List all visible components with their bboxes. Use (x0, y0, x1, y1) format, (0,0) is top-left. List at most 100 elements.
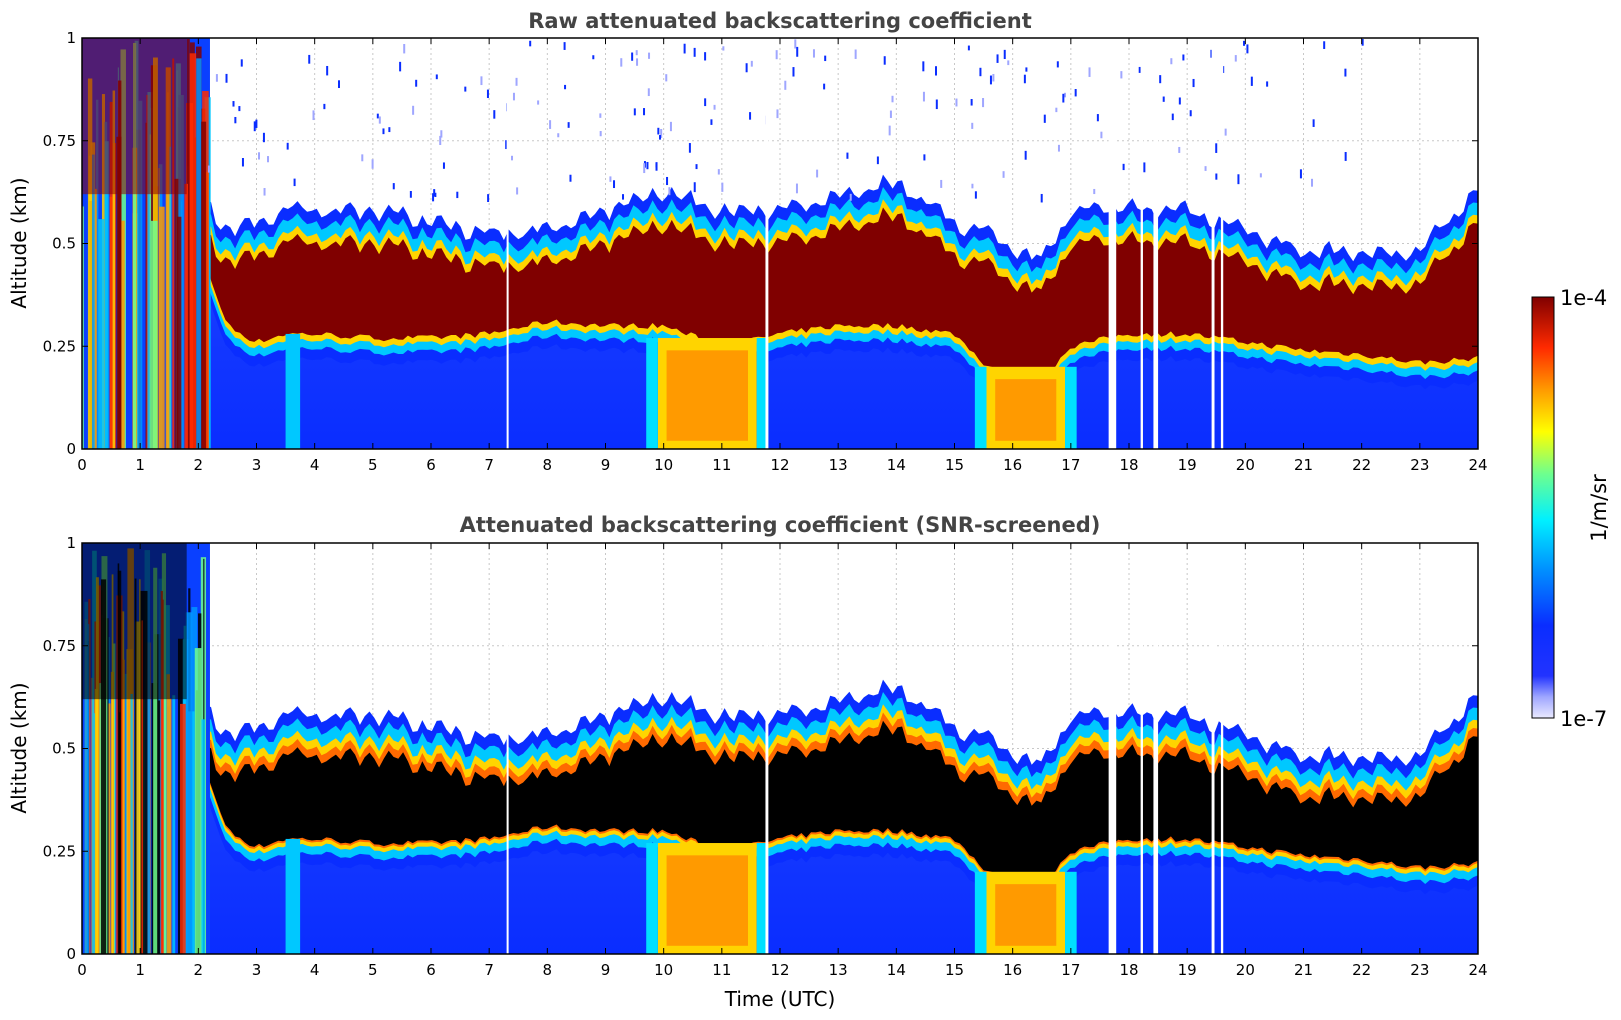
early-cloud-streak (141, 620, 143, 954)
noise-speckle (376, 113, 379, 119)
noise-speckle (776, 109, 779, 119)
noise-speckle (442, 162, 445, 169)
x-tick-label-22: 22 (1352, 961, 1371, 979)
panel-screened-heatmap (82, 543, 1478, 954)
early-cloud-streak (184, 183, 189, 449)
noise-speckle (635, 50, 638, 56)
noise-speckle (537, 100, 540, 105)
early-cloud-streak (186, 38, 190, 449)
noise-speckle (613, 180, 616, 189)
noise-speckle (775, 50, 778, 60)
noise-speckle (569, 174, 572, 182)
early-cloud-streak (116, 136, 122, 449)
data-gap (765, 543, 769, 954)
noise-speckle (1040, 193, 1043, 203)
x-tick-label-19: 19 (1178, 961, 1197, 979)
noise-speckle (710, 119, 713, 125)
early-cloud-streak (109, 101, 113, 449)
fog-plume-edge (756, 338, 769, 449)
early-cloud-streak (177, 216, 182, 449)
noise-speckle (361, 154, 364, 162)
fog-plume-edge (646, 338, 658, 449)
noise-speckle (784, 80, 787, 90)
noise-speckle (688, 143, 691, 153)
noise-speckle (749, 112, 752, 120)
noise-speckle (515, 77, 518, 86)
noise-speckle (794, 39, 797, 49)
x-tick-label-7: 7 (484, 456, 494, 474)
noise-speckle (824, 55, 827, 62)
x-tick-label-0: 0 (77, 961, 87, 979)
noise-speckle (382, 128, 385, 135)
noise-speckle (967, 45, 970, 51)
panel-screened-y-axis: 0 0.25 0.5 0.75 1 (43, 534, 1478, 963)
x-tick-label-11: 11 (712, 456, 731, 474)
x-tick-label-12: 12 (770, 456, 789, 474)
noise-speckle (371, 159, 374, 169)
noise-speckle (480, 76, 483, 86)
noise-speckle (971, 183, 974, 189)
noise-speckle (1210, 49, 1213, 58)
early-cloud-streak (157, 700, 161, 954)
noise-speckle (643, 163, 646, 174)
y-tick-label-0.5: 0.5 (52, 740, 76, 758)
x-tick-label-16: 16 (1003, 456, 1022, 474)
colorbar-min-label: 1e-7 (1560, 707, 1607, 731)
x-tick-label-6: 6 (426, 961, 436, 979)
colorbar-max-label: 1e-4 (1560, 286, 1607, 310)
noise-speckle (1215, 143, 1218, 153)
noise-speckle (258, 152, 261, 160)
noise-speckle (750, 60, 753, 67)
fog-plume-inner (995, 379, 1057, 441)
noise-speckle (529, 40, 532, 47)
noise-speckle (240, 59, 243, 67)
panel-screened-title: Attenuated backscattering coefficient (S… (460, 513, 1101, 537)
x-tick-label-16: 16 (1003, 961, 1022, 979)
noise-speckle (609, 176, 612, 182)
early-cloud-streak (84, 601, 88, 954)
noise-speckle (979, 67, 982, 77)
y-tick-label-0.75: 0.75 (43, 637, 76, 655)
noise-speckle (234, 116, 237, 124)
fog-plume-inner (666, 350, 749, 441)
noise-speckle (464, 86, 467, 92)
noise-speckle (1246, 44, 1249, 54)
noise-speckle (669, 121, 672, 132)
noise-speckle (241, 158, 244, 167)
noise-speckle (633, 108, 636, 116)
noise-speckle (1323, 41, 1326, 49)
noise-speckle (403, 44, 406, 54)
noise-speckle (982, 98, 985, 108)
noise-speckle (643, 108, 646, 116)
noise-speckle (1055, 107, 1058, 113)
x-tick-label-10: 10 (654, 961, 673, 979)
noise-speckle (1361, 38, 1364, 46)
noise-speckle (722, 46, 725, 51)
noise-speckle (668, 187, 671, 196)
panel-screened-fog-plumes (285, 838, 1077, 954)
early-cloud-streak (189, 53, 197, 449)
noise-speckle (1204, 166, 1207, 171)
noise-speckle (487, 194, 490, 202)
x-tick-label-14: 14 (887, 456, 906, 474)
noise-speckle (1311, 178, 1314, 187)
early-cloud-streak (130, 693, 133, 954)
noise-speckle (1093, 188, 1096, 195)
early-cloud-streak (140, 590, 148, 954)
colorbar-unit-label: 1/m/sr (1587, 474, 1611, 542)
noise-speckle (1096, 114, 1099, 122)
noise-speckle (1023, 74, 1026, 84)
early-cloud-streak (169, 698, 172, 954)
early-cloud-streak (124, 673, 128, 954)
early-cloud-streak (82, 206, 84, 449)
noise-speckle (889, 110, 892, 118)
early-cloud-streak (185, 612, 193, 954)
early-cloud-streak (112, 90, 116, 449)
noise-speckle (388, 127, 391, 133)
noise-speckle (516, 187, 519, 195)
noise-speckle (1043, 114, 1046, 123)
noise-speckle (238, 106, 241, 112)
panel-raw-x-axis: 0 1 2 3 4 5 6 7 8 9 10 11 12 13 14 15 16 17 18 19 20 21 22 23 24 (77, 38, 1488, 474)
noise-speckle (683, 43, 686, 54)
noise-speckle (795, 183, 798, 194)
